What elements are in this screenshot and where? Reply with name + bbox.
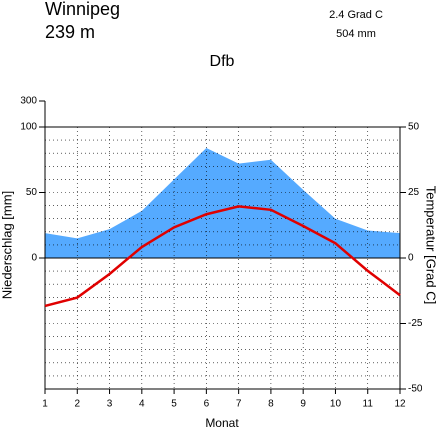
altitude: 239 m — [45, 22, 95, 42]
y-tick-label: 0 — [31, 253, 37, 264]
x-axis-label: Monat — [205, 416, 239, 430]
x-tick-label: 10 — [330, 399, 342, 410]
x-tick-label: 2 — [74, 399, 80, 410]
precipitation-area — [45, 147, 400, 258]
y-tick-label: 50 — [26, 187, 38, 198]
y2-tick-label: 0 — [408, 253, 414, 264]
y2-axis-label: Temperatur [Grad C] — [424, 186, 439, 305]
x-tick-label: 12 — [394, 399, 406, 410]
y2-tick-label: 25 — [408, 187, 420, 198]
x-tick-label: 3 — [107, 399, 113, 410]
x-tick-label: 7 — [236, 399, 242, 410]
x-tick-label: 6 — [204, 399, 210, 410]
y2-tick-label: 50 — [408, 122, 420, 133]
y-tick-label: 100 — [20, 122, 37, 133]
x-tick-label: 5 — [171, 399, 177, 410]
y-axis-label: Niederschlag [mm] — [0, 191, 14, 299]
y2-tick-label: -50 — [408, 384, 423, 395]
mean-temperature: 2.4 Grad C — [329, 9, 383, 21]
temperature-line — [44, 205, 401, 308]
climate-class: Dfb — [210, 53, 235, 70]
station: Winnipeg — [45, 0, 120, 19]
x-tick-label: 8 — [268, 399, 274, 410]
x-tick-label: 11 — [363, 399, 374, 410]
x-tick-label: 9 — [300, 399, 306, 410]
y-tick-label: 300 — [20, 96, 37, 107]
annual-precipitation: 504 mm — [336, 28, 376, 40]
x-tick-label: 4 — [139, 399, 145, 410]
y2-tick-label: -25 — [408, 318, 423, 329]
x-tick-label: 1 — [42, 399, 48, 410]
